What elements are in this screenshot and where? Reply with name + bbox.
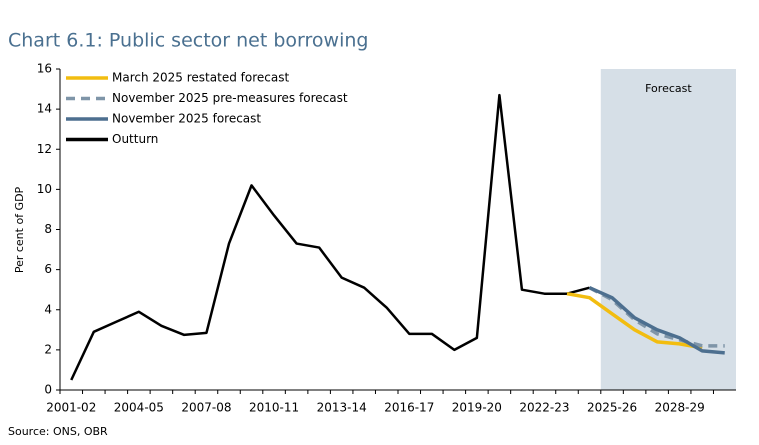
x-tick-label: 2019-20 — [452, 401, 502, 415]
x-tick-label: 2013-14 — [317, 401, 367, 415]
chart-title: Chart 6.1: Public sector net borrowing — [8, 30, 368, 52]
x-tick-label: 2022-23 — [519, 401, 569, 415]
x-tick-label: 2010-11 — [249, 401, 299, 415]
y-axis-label: Per cent of GDP — [13, 186, 26, 273]
y-tick-label: 6 — [44, 262, 52, 276]
y-tick-label: 14 — [37, 102, 52, 116]
y-tick-label: 12 — [37, 142, 52, 156]
y-tick-label: 10 — [37, 182, 52, 196]
series-line — [588, 286, 725, 355]
forecast-label: Forecast — [645, 82, 692, 95]
source: Source: ONS, OBR — [8, 425, 108, 438]
x-tick-label: 2016-17 — [384, 401, 434, 415]
series-line — [566, 291, 703, 350]
x-tick-label: 2007-08 — [181, 401, 231, 415]
legend-label: November 2025 pre-measures forecast — [112, 91, 348, 105]
y-tick-label: 0 — [44, 383, 52, 397]
y-tick-label: 4 — [44, 302, 52, 316]
series-line — [588, 286, 725, 348]
legend-label: Outturn — [112, 132, 158, 146]
y-tick-label: 8 — [44, 222, 52, 236]
legend-label: March 2025 restated forecast — [112, 71, 289, 85]
legend-label: November 2025 forecast — [112, 112, 261, 126]
x-tick-label: 2025-26 — [587, 401, 637, 415]
y-tick-label: 2 — [44, 342, 52, 356]
series-line — [70, 93, 590, 381]
x-tick-label: 2004-05 — [114, 401, 164, 415]
y-tick-label: 16 — [37, 62, 52, 76]
x-tick-label: 2001-02 — [46, 401, 96, 415]
x-tick-label: 2028-29 — [655, 401, 705, 415]
